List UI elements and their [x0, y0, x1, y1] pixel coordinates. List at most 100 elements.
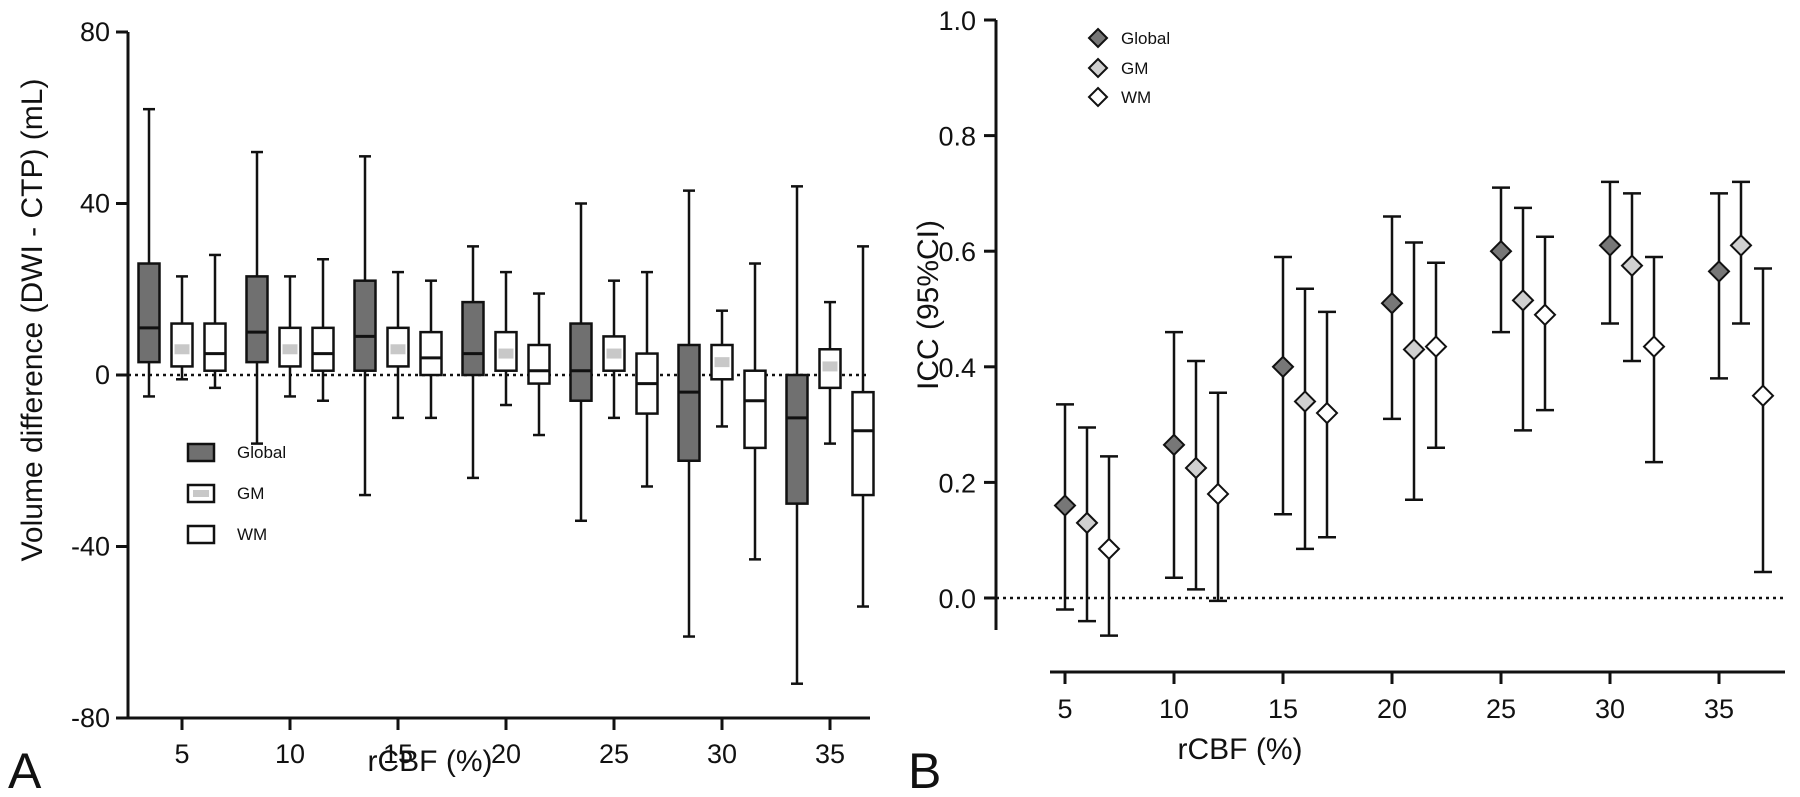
panel-b-point-wm	[1097, 455, 1121, 637]
panel-b-point-global	[1489, 186, 1513, 334]
panel-a-y-tick-label: 80	[80, 17, 110, 47]
panel-b-legend-item-gm: GM	[1087, 57, 1148, 79]
panel-a-box-iqr	[785, 373, 809, 505]
panel-a-box-global	[461, 245, 485, 480]
panel-b-diamond-marker	[1315, 401, 1339, 425]
panel-a-legend-label: WM	[237, 525, 267, 544]
panel-b-point-gm	[1402, 241, 1426, 501]
panel-b-y-tick-label: 0.6	[938, 237, 976, 267]
panel-b-y-tick-label: 0.8	[938, 122, 976, 152]
panel-b-x-tick-label: 30	[1595, 694, 1625, 724]
panel-a-y-tick-label: -40	[71, 532, 110, 562]
panel-b-legend-label: WM	[1121, 88, 1151, 107]
panel-b: B rCBF (%) ICC (95%CI) 1.0 0.8 0.6 0.4 0.2 0.…	[908, 6, 1785, 797]
panel-b-x-tick-label: 35	[1704, 694, 1734, 724]
panel-a-box-wm	[527, 292, 551, 437]
panel-b-diamond-marker	[1424, 335, 1448, 358]
panel-a-box-median	[822, 361, 838, 372]
panel-a-box-wm	[203, 253, 227, 390]
panel-b-y-tick-label: 1.0	[938, 6, 976, 36]
panel-a-box-median	[498, 348, 514, 359]
panel-b-x-tick-label: 20	[1377, 694, 1407, 724]
panel-a-legend-swatch-median	[193, 490, 209, 497]
panel-b-point-gm	[1293, 287, 1317, 551]
panel-b-point-global	[1707, 192, 1731, 380]
panel-a-box-global	[245, 150, 269, 445]
panel-a-box-global	[785, 185, 809, 685]
panel-b-point-gm	[1620, 192, 1644, 363]
panel-b-point-global	[1271, 255, 1295, 516]
panel-a-y-tick-label: 40	[80, 189, 110, 219]
panel-b-point-wm	[1206, 391, 1230, 603]
panel-b-diamond-marker	[1162, 433, 1186, 457]
panel-b-diamond-marker	[1097, 537, 1121, 561]
panel-b-point-wm	[1424, 261, 1448, 449]
panel-b-diamond-marker	[1729, 234, 1753, 257]
panel-b-diamond-marker	[1053, 494, 1077, 517]
panel-b-point-wm	[1751, 267, 1775, 574]
panel-a-box-iqr	[137, 262, 161, 364]
panel-a-x-axis-title: rCBF (%)	[368, 745, 493, 778]
panel-b-diamond-marker	[1620, 254, 1644, 278]
panel-b-point-global	[1053, 403, 1077, 611]
panel-b-letter: B	[908, 743, 941, 797]
panel-b-point-gm	[1511, 206, 1535, 432]
panel-a-box-iqr	[461, 300, 485, 377]
panel-b-point-gm	[1729, 180, 1753, 325]
panel-a-box-gm	[386, 270, 410, 420]
panel-a-box-gm	[602, 279, 626, 420]
panel-b-legend-marker	[1087, 27, 1109, 49]
panel-a-box-iqr	[527, 343, 551, 385]
panel-a-box-median	[714, 357, 730, 368]
panel-a-legend-swatch	[186, 442, 216, 463]
panel-b-diamond-marker	[1075, 511, 1099, 535]
panel-a-x-tick-label: 35	[815, 739, 845, 769]
panel-b-legend-item-global: Global	[1087, 27, 1170, 49]
panel-a-x-tick-label: 20	[491, 739, 521, 769]
panel-b-diamond-marker	[1206, 482, 1230, 506]
panel-a-box-iqr	[743, 369, 767, 450]
panel-b-y-tick-label: 0.0	[938, 584, 976, 614]
panel-a-x-tick-label: 15	[383, 739, 413, 769]
panel-a-legend-label: GM	[237, 484, 264, 503]
panel-b-legend-marker	[1087, 57, 1109, 79]
panel-a-box-global	[137, 107, 161, 398]
panel-a-box-wm	[311, 257, 335, 402]
panel-a-box-global	[569, 202, 593, 523]
panel-a-box-global	[353, 155, 377, 497]
panel-a-box-iqr	[419, 330, 443, 377]
panel-a-box-iqr	[203, 322, 227, 372]
panel-b-diamond-marker	[1533, 303, 1557, 327]
panel-b-diamond-marker	[1511, 288, 1535, 312]
panel-b-diamond-marker	[1598, 234, 1622, 257]
panel-a-y-tick-label: -80	[71, 703, 110, 733]
panel-b-diamond-marker	[1380, 291, 1404, 315]
panel-a-x-tick-label: 5	[174, 739, 189, 769]
panel-a-box-wm	[743, 262, 767, 561]
panel-b-point-wm	[1533, 235, 1557, 412]
panel-b-y-axis-title: ICC (95%CI)	[912, 220, 945, 390]
panel-b-x-tick-label: 15	[1268, 694, 1298, 724]
panel-b-x-tick-label: 25	[1486, 694, 1516, 724]
panel-b-point-global	[1380, 215, 1404, 421]
panel-a-legend-label: Global	[237, 443, 286, 462]
panel-b-point-wm	[1642, 255, 1666, 464]
panel-a-legend-swatch	[186, 524, 216, 545]
panel-a-box-iqr	[311, 326, 335, 372]
panel-a-y-tick-label: 0	[95, 360, 110, 390]
panel-a-x-tick-label: 10	[275, 739, 305, 769]
panel-b-y-tick-label: 0.4	[938, 353, 976, 383]
panel-a: A rCBF (%) Volume difference (DWI - CTP)…	[8, 17, 875, 797]
panel-b-legend-marker	[1087, 86, 1109, 108]
panel-b-legend-item-wm: WM	[1087, 86, 1151, 108]
panel-a-box-gm	[494, 270, 518, 407]
panel-a-box-median	[390, 344, 406, 355]
panel-a-box-iqr	[245, 275, 269, 364]
panel-b-point-wm	[1315, 310, 1339, 539]
panel-a-box-gm	[710, 309, 734, 428]
panel-a-box-iqr	[677, 343, 701, 462]
panel-a-box-gm	[278, 275, 302, 398]
panel-a-box-global	[677, 189, 701, 638]
panel-b-point-global	[1162, 330, 1186, 580]
panel-a-box-gm	[818, 300, 842, 445]
